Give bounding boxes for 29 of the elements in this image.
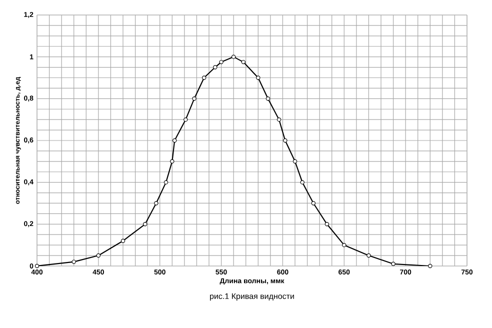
point: [391, 262, 396, 266]
point: [311, 201, 316, 206]
point: [120, 238, 126, 243]
point: [300, 180, 304, 184]
point: [96, 253, 101, 258]
point: [143, 222, 148, 226]
point: [283, 138, 288, 143]
point: [154, 201, 158, 206]
point: [241, 60, 246, 64]
point: [366, 253, 371, 258]
point: [428, 264, 432, 268]
point: [342, 242, 346, 248]
point: [170, 159, 174, 164]
point: [172, 138, 177, 143]
point: [202, 76, 206, 80]
point: [256, 76, 260, 80]
point: [219, 60, 224, 64]
point: [292, 159, 298, 164]
point: [231, 54, 236, 59]
text: рис.1 Кривая видности: [210, 293, 294, 301]
point: [192, 96, 196, 101]
point: [276, 117, 282, 122]
point: [184, 117, 188, 122]
point: [266, 96, 270, 101]
point: [72, 260, 76, 264]
point: [34, 264, 40, 268]
point: [164, 180, 168, 184]
point: [213, 65, 218, 70]
point: [324, 222, 330, 226]
